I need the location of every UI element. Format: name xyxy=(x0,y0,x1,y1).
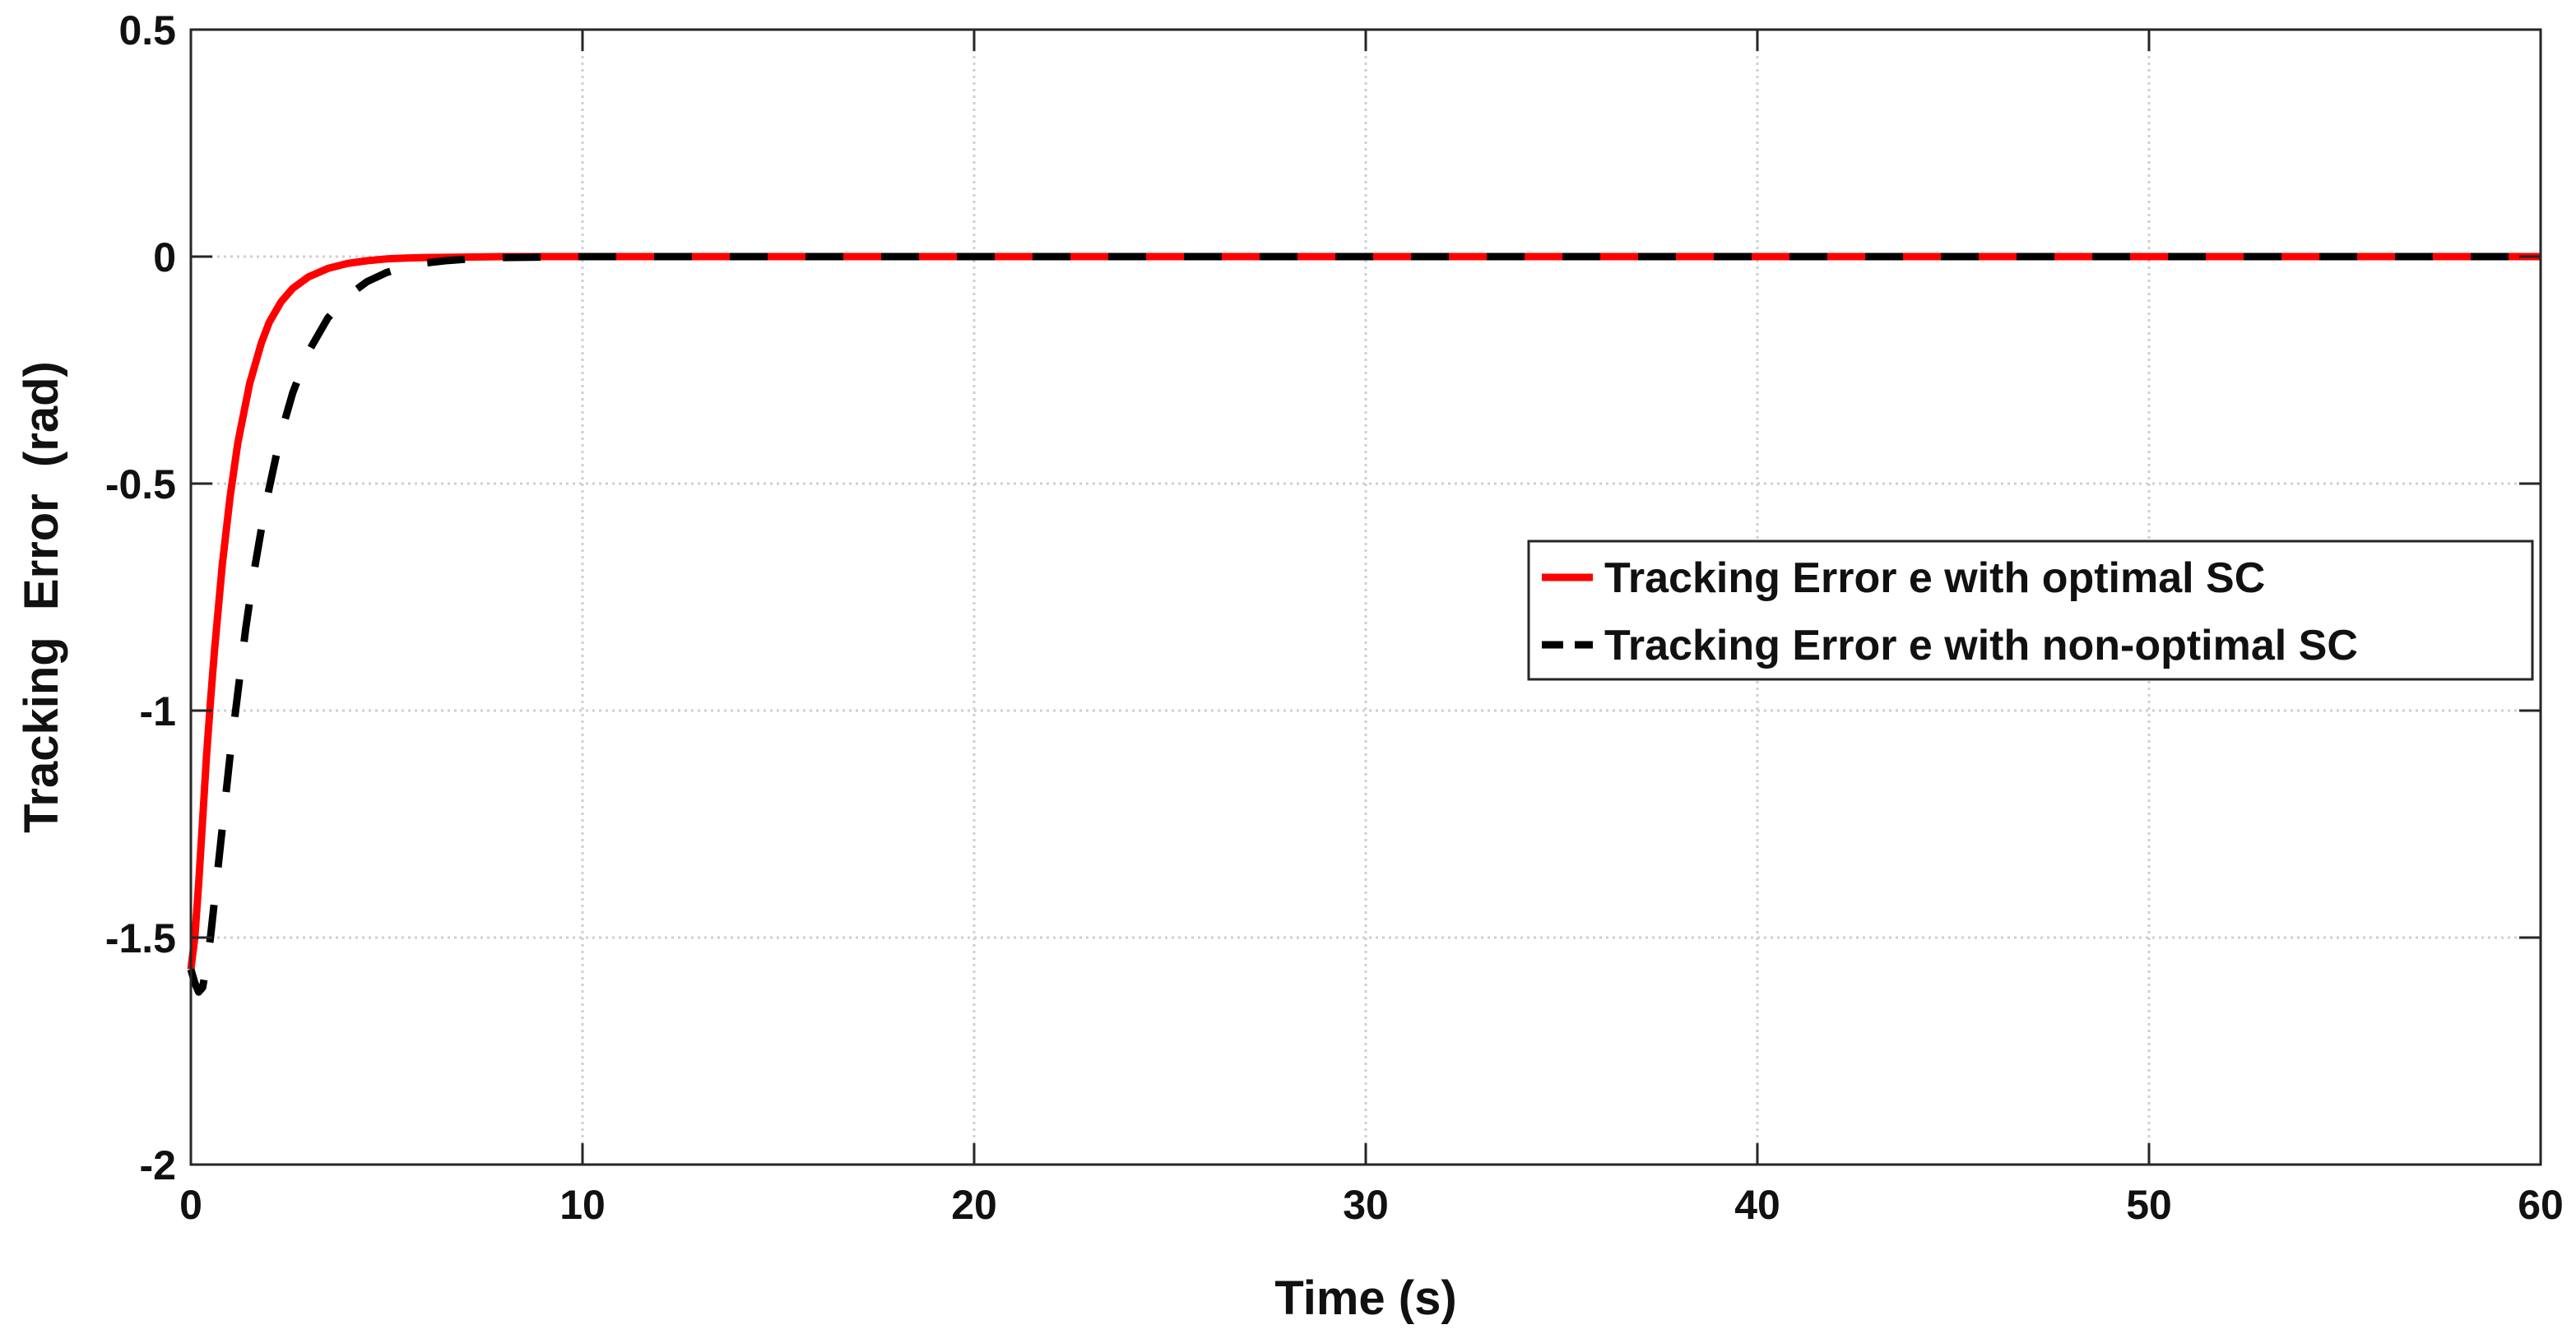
x-tick-label: 0 xyxy=(179,1182,202,1228)
tick-labels: 0 10 20 30 40 50 60 0.5 0 -0.5 -1 -1.5 -2 xyxy=(105,7,2564,1228)
legend-label-optimal: Tracking Error e with optimal SC xyxy=(1604,554,2265,602)
y-tick-label: 0.5 xyxy=(118,7,176,53)
x-tick-label: 60 xyxy=(2518,1182,2564,1228)
legend: Tracking Error e with optimal SC Trackin… xyxy=(1527,540,2534,681)
y-tick-label: -1 xyxy=(140,688,176,734)
y-axis-label: Tracking Error (rad) xyxy=(15,361,68,833)
y-tick-label: -0.5 xyxy=(105,461,176,507)
x-tick-label: 30 xyxy=(1343,1182,1389,1228)
y-tick-label: 0 xyxy=(153,234,176,280)
y-tick-label: -2 xyxy=(140,1142,176,1188)
series-line-non-optimal xyxy=(187,252,2541,996)
y-tick-label: -1.5 xyxy=(105,915,176,961)
x-tick-label: 50 xyxy=(2126,1182,2172,1228)
legend-label-non-optimal: Tracking Error e with non-optimal SC xyxy=(1604,622,2358,669)
x-axis-label: Time (s) xyxy=(1274,1271,1456,1325)
x-tick-label: 20 xyxy=(951,1182,997,1228)
legend-box xyxy=(1527,540,2534,681)
x-tick-label: 40 xyxy=(1734,1182,1780,1228)
ticks xyxy=(189,28,2542,1166)
series-layer xyxy=(187,252,2541,996)
x-tick-label: 10 xyxy=(559,1182,606,1228)
